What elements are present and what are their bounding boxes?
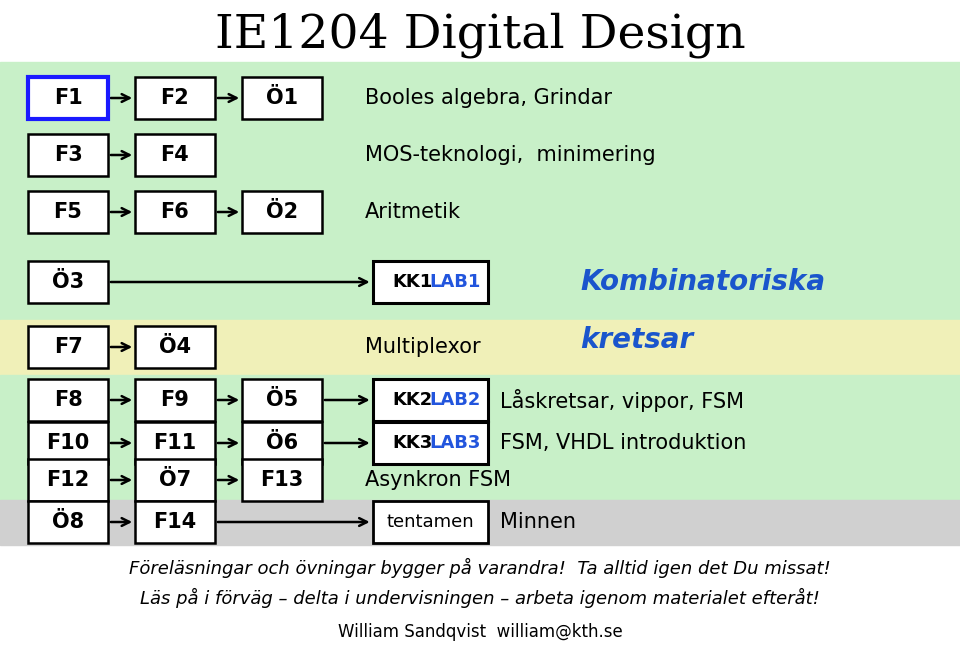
Text: Ö2: Ö2 (266, 202, 298, 222)
Text: Läs på i förväg – delta i undervisningen – arbeta igenom materialet efteråt!: Läs på i förväg – delta i undervisningen… (140, 588, 820, 608)
Text: F14: F14 (154, 512, 197, 532)
FancyBboxPatch shape (135, 191, 215, 233)
FancyBboxPatch shape (372, 501, 488, 543)
Text: F6: F6 (160, 202, 189, 222)
Bar (0, 62, 960, 320)
Text: F2: F2 (160, 88, 189, 108)
Text: F11: F11 (154, 433, 197, 453)
Text: F12: F12 (46, 470, 89, 490)
FancyBboxPatch shape (242, 77, 322, 119)
FancyBboxPatch shape (135, 459, 215, 501)
Text: Booles algebra, Grindar: Booles algebra, Grindar (365, 88, 612, 108)
Text: F3: F3 (54, 145, 83, 165)
Text: KK3: KK3 (393, 434, 433, 452)
FancyBboxPatch shape (372, 379, 488, 421)
Text: IE1204 Digital Design: IE1204 Digital Design (215, 12, 745, 58)
Text: LAB2: LAB2 (430, 391, 481, 409)
Text: Ö5: Ö5 (266, 390, 299, 410)
FancyBboxPatch shape (28, 326, 108, 368)
Bar (0, 375, 960, 500)
FancyBboxPatch shape (372, 261, 488, 303)
FancyBboxPatch shape (28, 261, 108, 303)
Text: MOS-teknologi,  minimering: MOS-teknologi, minimering (365, 145, 656, 165)
Text: F5: F5 (54, 202, 83, 222)
Text: Låskretsar, vippor, FSM: Låskretsar, vippor, FSM (500, 388, 744, 411)
FancyBboxPatch shape (135, 326, 215, 368)
FancyBboxPatch shape (28, 459, 108, 501)
Text: FSM, VHDL introduktion: FSM, VHDL introduktion (500, 433, 746, 453)
FancyBboxPatch shape (372, 422, 488, 464)
FancyBboxPatch shape (28, 501, 108, 543)
FancyBboxPatch shape (28, 379, 108, 421)
FancyBboxPatch shape (135, 501, 215, 543)
Text: Ö4: Ö4 (159, 337, 191, 357)
Text: Minnen: Minnen (500, 512, 576, 532)
Text: F13: F13 (260, 470, 303, 490)
Text: Ö7: Ö7 (159, 470, 191, 490)
FancyBboxPatch shape (242, 422, 322, 464)
Text: KK2: KK2 (393, 391, 433, 409)
FancyBboxPatch shape (242, 191, 322, 233)
Text: LAB3: LAB3 (430, 434, 481, 452)
FancyBboxPatch shape (135, 422, 215, 464)
Text: Föreläsningar och övningar bygger på varandra!  Ta alltid igen det Du missat!: Föreläsningar och övningar bygger på var… (130, 558, 830, 578)
Text: kretsar: kretsar (580, 326, 693, 354)
FancyBboxPatch shape (28, 191, 108, 233)
FancyBboxPatch shape (242, 459, 322, 501)
Text: F4: F4 (160, 145, 189, 165)
Text: William Sandqvist  william@kth.se: William Sandqvist william@kth.se (338, 623, 622, 641)
FancyBboxPatch shape (28, 77, 108, 119)
Text: F8: F8 (54, 390, 83, 410)
Text: LAB1: LAB1 (430, 273, 481, 291)
FancyBboxPatch shape (135, 134, 215, 176)
Text: F7: F7 (54, 337, 83, 357)
FancyBboxPatch shape (28, 422, 108, 464)
Text: Asynkron FSM: Asynkron FSM (365, 470, 511, 490)
Text: KK1: KK1 (393, 273, 433, 291)
Text: Ö8: Ö8 (52, 512, 84, 532)
Text: Ö6: Ö6 (266, 433, 298, 453)
Bar (0, 500, 960, 545)
FancyBboxPatch shape (135, 379, 215, 421)
Text: F10: F10 (46, 433, 89, 453)
Bar (0, 320, 960, 375)
FancyBboxPatch shape (242, 379, 322, 421)
Text: Aritmetik: Aritmetik (365, 202, 461, 222)
FancyBboxPatch shape (135, 77, 215, 119)
Text: F1: F1 (54, 88, 83, 108)
Text: Ö1: Ö1 (266, 88, 298, 108)
Text: Multiplexor: Multiplexor (365, 337, 481, 357)
Text: F9: F9 (160, 390, 189, 410)
Text: Kombinatoriska: Kombinatoriska (580, 268, 826, 296)
FancyBboxPatch shape (28, 134, 108, 176)
Text: tentamen: tentamen (386, 513, 474, 531)
Text: Ö3: Ö3 (52, 272, 84, 292)
